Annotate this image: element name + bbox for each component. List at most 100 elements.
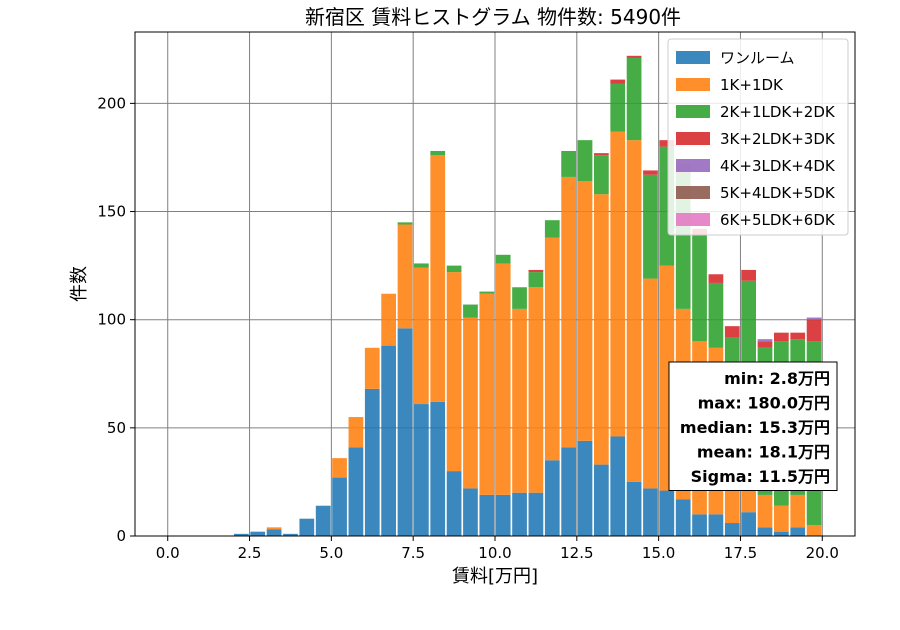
bar-segment <box>626 55 642 58</box>
legend-label: 4K+3LDK+4DK <box>720 157 836 175</box>
bar-segment <box>381 345 396 536</box>
bar-segment <box>790 494 806 528</box>
bar-segment <box>659 140 675 147</box>
bar-segment <box>430 155 446 402</box>
bar-segment <box>414 263 429 268</box>
bar-segment <box>577 140 593 182</box>
bar-segment <box>430 150 446 156</box>
bar-segment <box>446 272 462 472</box>
bar-segment <box>528 272 544 288</box>
bar-segment <box>332 477 347 536</box>
x-axis-ticks: 0.0 2.5 5.0 7.5 10.0 12.5 15.0 17.5 20.0 <box>156 536 839 562</box>
bar-segment <box>594 194 609 465</box>
bar-segment <box>626 57 642 141</box>
stats-line: mean: 18.1万円 <box>697 443 830 462</box>
bar-segment <box>675 499 691 536</box>
legend-swatch <box>676 213 710 226</box>
bar-segment <box>479 291 495 294</box>
bar-segment <box>479 293 495 495</box>
bar-segment <box>512 287 527 309</box>
bar-segment <box>446 471 462 536</box>
bar-segment <box>708 282 724 348</box>
x-tick-label: 17.5 <box>724 544 757 562</box>
legend-label: 6K+5LDK+6DK <box>720 211 836 229</box>
bar-segment <box>381 293 396 346</box>
bar-segment <box>577 181 593 441</box>
bar-segment <box>544 460 560 536</box>
bar-segment <box>806 525 822 536</box>
bar-segment <box>544 237 560 461</box>
legend-label: 5K+4LDK+5DK <box>720 184 836 202</box>
legend-label: ワンルーム <box>720 49 795 67</box>
y-axis-ticks: 0 50 100 150 200 <box>97 94 135 545</box>
bar-segment <box>774 531 789 536</box>
bar-segment <box>266 527 282 530</box>
bar-segment <box>643 174 658 279</box>
bar-segment <box>397 328 413 536</box>
bar-segment <box>741 269 756 281</box>
bar-segment <box>528 492 544 536</box>
bar-segment <box>528 269 544 273</box>
bar-segment <box>250 531 266 536</box>
bar-segment <box>643 170 658 175</box>
bar-segment <box>757 527 773 536</box>
bar-segment <box>397 222 413 225</box>
legend-swatch <box>676 159 710 172</box>
legend-swatch <box>676 51 710 64</box>
bar-segment <box>561 176 576 448</box>
bar-segment <box>659 490 675 536</box>
bar-segment <box>283 533 298 536</box>
bar-segment <box>806 319 822 342</box>
bar-segment <box>512 308 527 493</box>
bar-segment <box>479 494 495 536</box>
stats-box-frame <box>668 361 838 491</box>
legend-swatch <box>676 132 710 145</box>
x-tick-label: 5.0 <box>319 544 343 562</box>
bar-segment <box>528 287 544 493</box>
bar-segment <box>561 150 576 177</box>
bar-segment <box>348 447 364 536</box>
bar-segment <box>234 533 249 536</box>
bar-segment <box>741 512 756 536</box>
y-tick-label: 100 <box>97 311 126 329</box>
bar-segment <box>512 492 527 536</box>
bar-segment <box>610 83 626 132</box>
x-tick-label: 7.5 <box>401 544 425 562</box>
bar-segment <box>724 523 740 536</box>
bar-segment <box>446 265 462 273</box>
bar-segment <box>430 401 446 536</box>
bar-segment <box>724 326 740 337</box>
stats-line: median: 15.3万円 <box>680 418 830 437</box>
bar-segment <box>774 332 789 342</box>
bar-segment <box>463 317 478 489</box>
x-tick-label: 12.5 <box>560 544 593 562</box>
stats-line: min: 2.8万円 <box>724 369 830 388</box>
legend-label: 1K+1DK <box>720 76 784 94</box>
bar-segment <box>266 529 282 536</box>
bar-segment <box>397 224 413 329</box>
bar-segment <box>626 481 642 536</box>
stats-line: max: 180.0万円 <box>698 394 830 413</box>
bar-segment <box>626 140 642 482</box>
legend: ワンルーム 1K+1DK 2K+1LDK+2DK 3K+2LDK+3DK 4K+3LDK… <box>667 38 849 236</box>
x-tick-label: 20.0 <box>806 544 839 562</box>
bar-segment <box>414 267 429 405</box>
bar-segment <box>463 304 478 318</box>
chart-title: 新宿区 賃料ヒストグラム 物件数: 5490件 <box>305 5 681 29</box>
bar-segment <box>594 155 609 195</box>
bar-segment <box>594 464 609 536</box>
bar-segment <box>610 131 626 437</box>
legend-label: 2K+1LDK+2DK <box>720 103 836 121</box>
bar-segment <box>790 527 806 536</box>
x-tick-label: 2.5 <box>238 544 262 562</box>
y-tick-label: 0 <box>116 527 126 545</box>
bar-segment <box>364 388 380 536</box>
bar-segment <box>741 280 756 383</box>
bar-segment <box>757 341 773 348</box>
y-tick-label: 50 <box>107 419 126 437</box>
bar-segment <box>757 494 773 528</box>
bar-segment <box>463 488 478 536</box>
bar-segment <box>708 514 724 536</box>
legend-frame <box>667 38 849 236</box>
